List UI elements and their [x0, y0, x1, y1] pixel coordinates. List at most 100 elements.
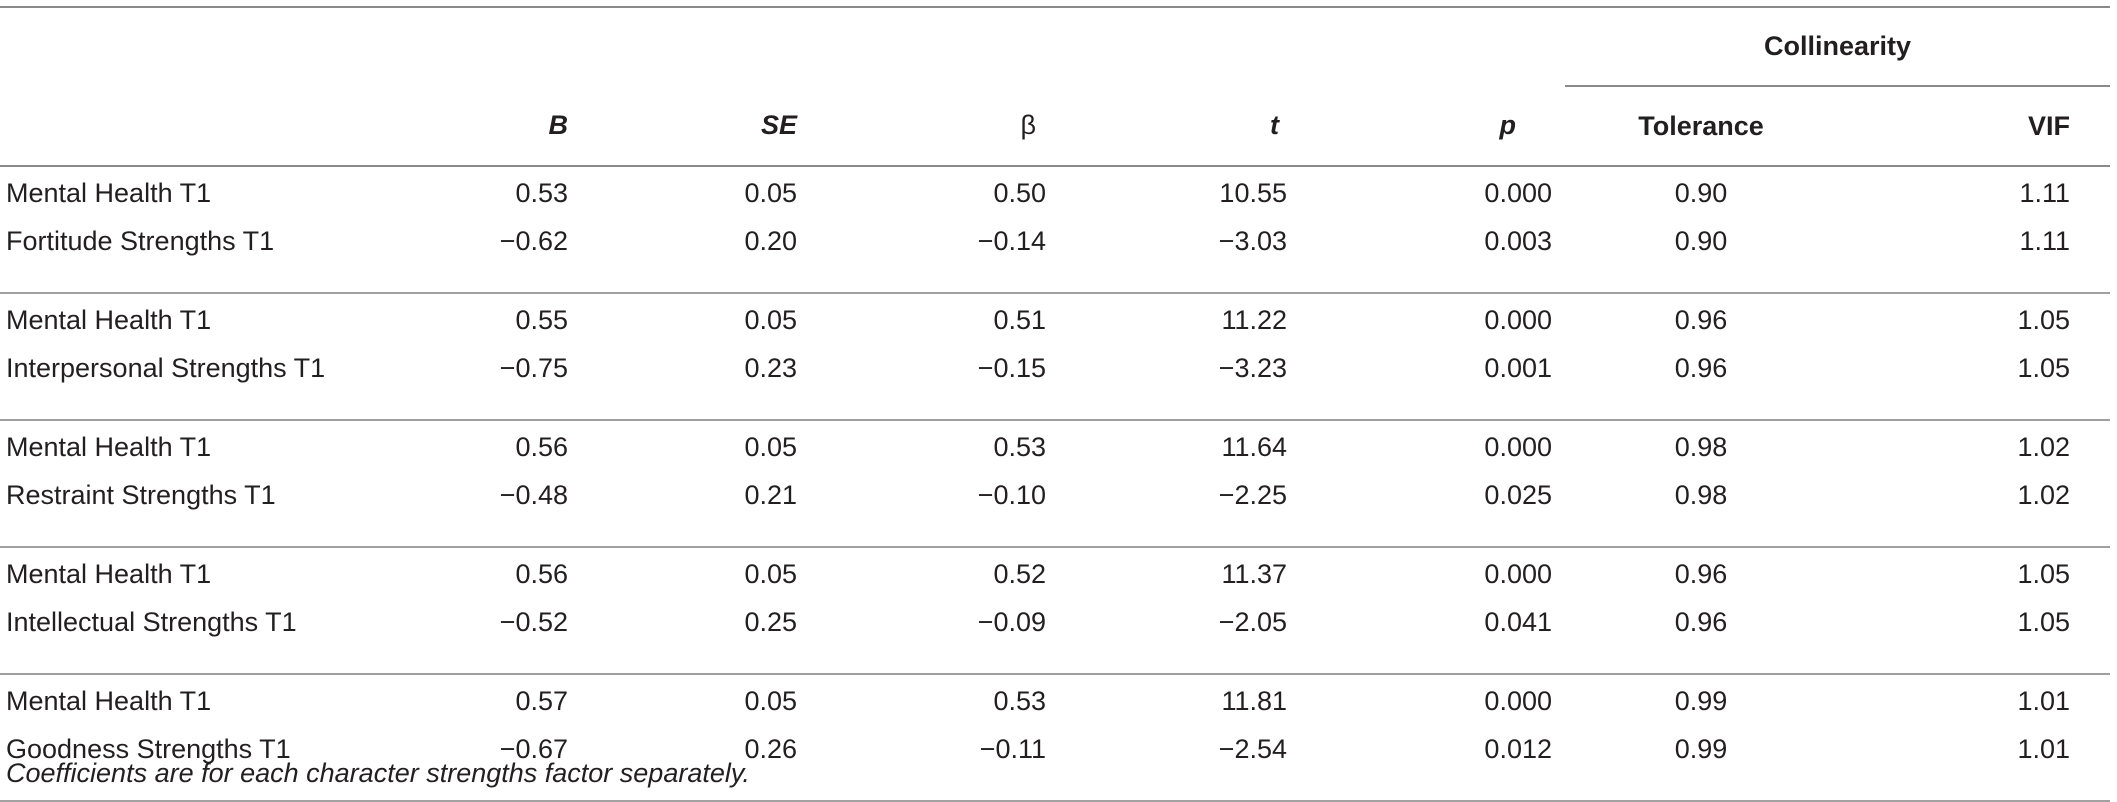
cell-tolerance: 0.90 — [1674, 226, 1728, 256]
cell-vif: 1.05 — [2017, 607, 2071, 637]
cell-vif: 1.02 — [2017, 431, 2071, 462]
row-label: Fortitude Strengths T1 — [6, 226, 275, 256]
cell-B: 0.55 — [515, 304, 568, 335]
cell-tolerance: 0.98 — [1674, 480, 1728, 510]
cell-tolerance: 0.96 — [1674, 558, 1728, 589]
table-body: Mental Health T1 0.53 0.05 0.50 10.55 0.… — [0, 166, 2111, 801]
cell-SE: 0.26 — [744, 734, 797, 764]
header-vif: VIF — [2028, 110, 2071, 141]
header-row-columns: B SE β t p Tolerance VIF — [0, 86, 2111, 166]
cell-SE: 0.05 — [744, 304, 797, 335]
cell-p: 0.000 — [1484, 685, 1552, 716]
cell-tolerance: 0.99 — [1674, 734, 1728, 764]
row-label: Mental Health T1 — [6, 431, 212, 462]
cell-p: 0.000 — [1484, 177, 1552, 208]
row-label: Restraint Strengths T1 — [6, 480, 276, 510]
cell-p: 0.025 — [1484, 480, 1552, 510]
cell-t: 11.22 — [1221, 304, 1287, 335]
cell-tolerance: 0.99 — [1674, 685, 1728, 716]
cell-p: 0.012 — [1484, 734, 1552, 764]
cell-beta: −0.15 — [977, 353, 1046, 383]
header-row-group: Collinearity — [0, 7, 2111, 87]
cell-B: 0.53 — [515, 177, 568, 208]
header-t: t — [1270, 110, 1279, 140]
table-row: Mental Health T1 0.56 0.05 0.52 11.37 0.… — [0, 547, 2110, 600]
cell-B: −0.62 — [499, 226, 568, 256]
header-B: B — [548, 110, 569, 140]
cell-tolerance: 0.96 — [1674, 607, 1728, 637]
header-tolerance: Tolerance — [1638, 110, 1764, 141]
cell-tolerance: 0.90 — [1674, 177, 1728, 208]
header-beta: β — [1020, 110, 1036, 140]
table-row: Intellectual Strengths T1 −0.52 0.25 −0.… — [0, 600, 2111, 674]
header-label — [0, 86, 455, 166]
cell-beta: 0.50 — [993, 177, 1046, 208]
cell-B: 0.57 — [515, 685, 568, 716]
table-row: Restraint Strengths T1 −0.48 0.21 −0.10 … — [0, 473, 2111, 547]
cell-t: −3.03 — [1218, 226, 1287, 256]
cell-beta: −0.10 — [977, 480, 1046, 510]
table-row: Fortitude Strengths T1 −0.62 0.20 −0.14 … — [0, 219, 2111, 293]
regression-table-container: Collinearity B SE β t p Tolerance VIF Me… — [0, 6, 2117, 802]
cell-vif: 1.02 — [2017, 480, 2071, 510]
cell-p: 0.001 — [1484, 353, 1552, 383]
row-label: Interpersonal Strengths T1 — [6, 353, 326, 383]
regression-table: Collinearity B SE β t p Tolerance VIF Me… — [0, 6, 2111, 802]
cell-beta: 0.52 — [993, 558, 1046, 589]
table-footnote: Coefficients are for each character stre… — [6, 758, 750, 788]
cell-vif: 1.01 — [2017, 685, 2071, 716]
header-spacer — [0, 7, 1565, 86]
row-label: Intellectual Strengths T1 — [6, 607, 297, 637]
cell-B: 0.56 — [515, 558, 568, 589]
cell-B: −0.48 — [499, 480, 568, 510]
cell-tolerance: 0.96 — [1674, 304, 1728, 335]
cell-p: 0.000 — [1484, 304, 1552, 335]
cell-p: 0.000 — [1484, 431, 1552, 462]
cell-beta: 0.53 — [993, 431, 1046, 462]
cell-SE: 0.21 — [744, 480, 797, 510]
table-row: Goodness Strengths T1 −0.67 0.26 −0.11 −… — [0, 727, 2111, 801]
cell-vif: 1.05 — [2017, 304, 2071, 335]
cell-p: 0.041 — [1484, 607, 1552, 637]
cell-t: −2.25 — [1218, 480, 1287, 510]
cell-B: −0.67 — [499, 734, 568, 764]
cell-t: −3.23 — [1218, 353, 1287, 383]
cell-SE: 0.05 — [744, 558, 797, 589]
cell-SE: 0.05 — [744, 177, 797, 208]
cell-SE: 0.05 — [744, 431, 797, 462]
cell-beta: −0.09 — [977, 607, 1046, 637]
cell-p: 0.000 — [1484, 558, 1552, 589]
cell-beta: −0.11 — [979, 734, 1046, 764]
cell-vif: 1.11 — [2019, 177, 2071, 208]
cell-p: 0.003 — [1484, 226, 1552, 256]
row-label: Mental Health T1 — [6, 177, 212, 208]
cell-SE: 0.23 — [744, 353, 797, 383]
table-row: Mental Health T1 0.55 0.05 0.51 11.22 0.… — [0, 293, 2110, 346]
table-row: Mental Health T1 0.53 0.05 0.50 10.55 0.… — [0, 166, 2110, 219]
header-collinearity: Collinearity — [1565, 7, 2111, 87]
cell-t: −2.54 — [1218, 734, 1287, 764]
cell-t: 11.81 — [1221, 685, 1287, 716]
row-label: Mental Health T1 — [6, 558, 212, 589]
cell-tolerance: 0.96 — [1674, 353, 1728, 383]
table-row: Interpersonal Strengths T1 −0.75 0.23 −0… — [0, 346, 2111, 420]
row-label: Mental Health T1 — [6, 304, 212, 335]
cell-beta: −0.14 — [977, 226, 1046, 256]
table-row: Mental Health T1 0.56 0.05 0.53 11.64 0.… — [0, 420, 2110, 473]
row-label: Goodness Strengths T1 — [6, 734, 291, 764]
cell-B: −0.52 — [499, 607, 568, 637]
cell-t: 11.37 — [1221, 558, 1287, 589]
cell-beta: 0.53 — [993, 685, 1046, 716]
cell-vif: 1.05 — [2017, 558, 2071, 589]
cell-t: 10.55 — [1219, 177, 1287, 208]
cell-B: 0.56 — [515, 431, 568, 462]
cell-B: −0.75 — [499, 353, 568, 383]
header-p: p — [1499, 110, 1517, 140]
cell-vif: 1.11 — [2019, 226, 2071, 256]
cell-vif: 1.01 — [2017, 734, 2071, 764]
cell-t: 11.64 — [1221, 431, 1287, 462]
cell-SE: 0.25 — [744, 607, 797, 637]
header-SE: SE — [760, 110, 797, 140]
table-header: Collinearity B SE β t p Tolerance VIF — [0, 7, 2111, 166]
row-label: Mental Health T1 — [6, 685, 212, 716]
